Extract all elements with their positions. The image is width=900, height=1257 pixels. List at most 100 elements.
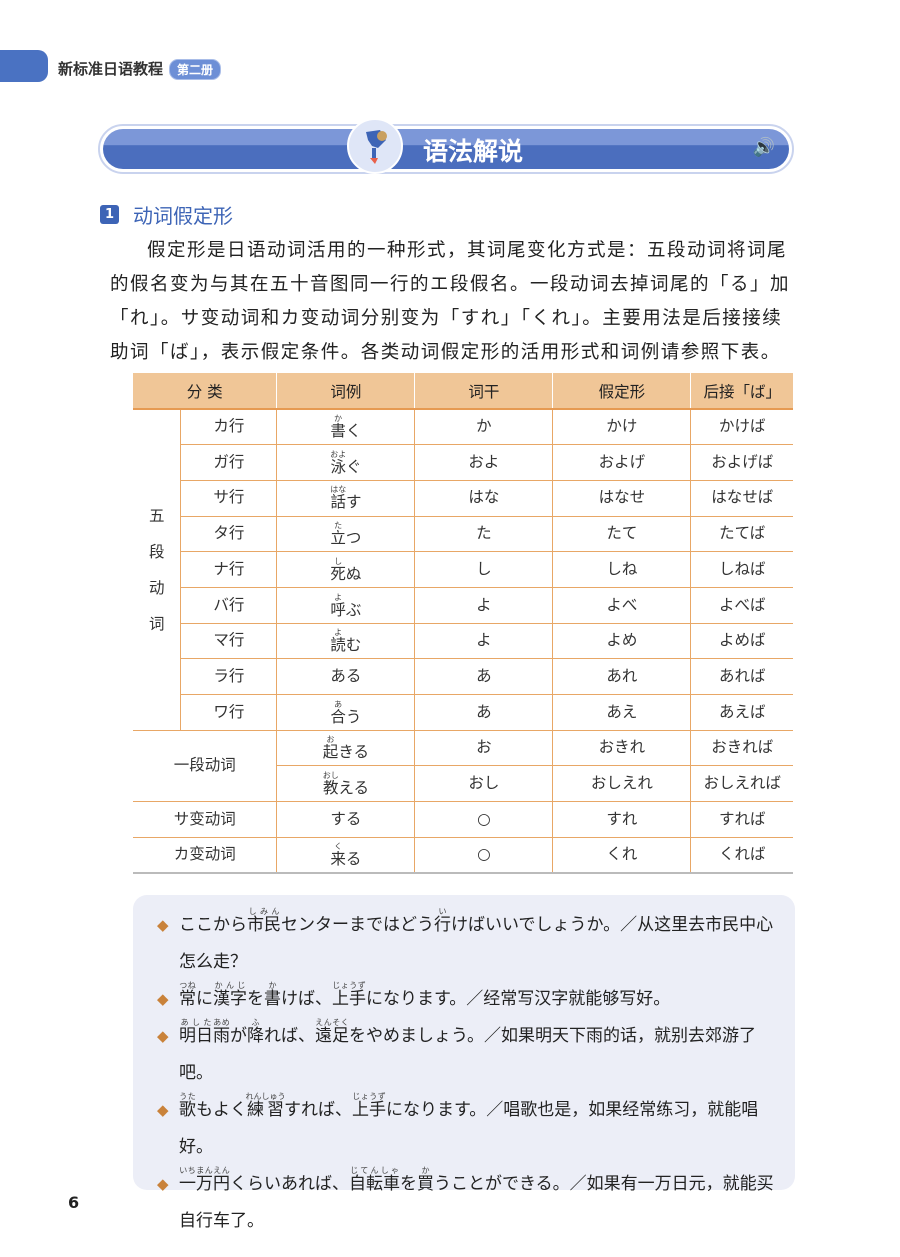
stem-cell: か bbox=[414, 409, 553, 446]
ba-cell: あえば bbox=[690, 694, 793, 731]
category-cell: マ行 bbox=[180, 623, 277, 660]
katei-cell: たて bbox=[552, 516, 691, 553]
example-sentence: ◆ 一万円いちまんえんくらいあれば、自転車じてんしゃを買かうことができる。／如果有… bbox=[157, 1166, 774, 1231]
mascot-icon bbox=[347, 118, 403, 174]
table-row: 五段动词カ行 書かくかかけ かけば bbox=[133, 409, 793, 731]
example-sentence: ◆ 歌うたもよく練習れんしゅうすれば、上手じょうずになります。／唱歌也是，如果经常… bbox=[157, 1092, 759, 1157]
example-sentence: ◆ 明日あした雨あめが降ふれば、遠足えんそくをやめましょう。／如果明天下雨的话，就… bbox=[157, 1018, 756, 1083]
category-cell: サ变动词 bbox=[133, 801, 277, 838]
examples-box: ◆ ここから市民しみんセンターまではどう行いけばいいでしょうか。／从这里去市民中心… bbox=[133, 895, 795, 1231]
example-sentence: ◆ ここから市民しみんセンターまではどう行いけばいいでしょうか。／从这里去市民中心… bbox=[157, 907, 774, 972]
example-word-cell: 話はなす bbox=[276, 480, 415, 517]
ba-cell: あれば bbox=[690, 658, 793, 695]
table-row: ラ行 あるああれ あれば bbox=[133, 658, 793, 695]
example-word-cell: 泳およぐ bbox=[276, 444, 415, 481]
stem-cell: あ bbox=[414, 694, 553, 731]
stem-cell: よ bbox=[414, 587, 553, 624]
header-cell: 假定形 bbox=[552, 373, 691, 410]
katei-cell: はなせ bbox=[552, 480, 691, 517]
table-row: サ变动词 する ○ すれ すれば bbox=[133, 801, 793, 838]
example-word-cell: 立たつ bbox=[276, 516, 415, 553]
example-word-cell: 合あう bbox=[276, 694, 415, 731]
category-cell: カ行 bbox=[180, 409, 277, 446]
katei-cell: すれ bbox=[552, 801, 691, 838]
katei-cell: あれ bbox=[552, 658, 691, 695]
book-header: 新标准日语教程 第二册 bbox=[58, 58, 222, 80]
katei-cell: よべ bbox=[552, 587, 691, 624]
katei-cell: おきれ bbox=[552, 730, 691, 767]
stem-cell: よ bbox=[414, 623, 553, 660]
group-godan: 五段动词 bbox=[133, 409, 181, 731]
ba-cell: おきれば bbox=[690, 730, 793, 767]
table-row: ガ行 泳およぐ およ およげ およげば bbox=[133, 444, 793, 481]
stem-cell: はな bbox=[414, 480, 553, 517]
category-cell: ナ行 bbox=[180, 551, 277, 588]
group-ichidan: 一段动词 bbox=[133, 730, 277, 803]
category-cell: バ行 bbox=[180, 587, 277, 624]
table-row: マ行 読よむよよめ よめば bbox=[133, 623, 793, 660]
section-number: 1 bbox=[100, 205, 119, 224]
ba-cell: よべば bbox=[690, 587, 793, 624]
table-row: タ行 立たつたたて たてば bbox=[133, 516, 793, 553]
example-sentence: ◆ 常つねに漢字かんじを書かけば、上手じょうずになります。／经常写汉字就能够写好。 bbox=[157, 981, 775, 1018]
stem-cell: た bbox=[414, 516, 553, 553]
category-cell: サ行 bbox=[180, 480, 277, 517]
header-cell: 分 类 bbox=[133, 373, 277, 410]
header-cell: 后接「ば」 bbox=[690, 373, 793, 410]
stem-cell: あ bbox=[414, 658, 553, 695]
stem-cell: おし bbox=[414, 765, 553, 803]
table-row: バ行 呼よぶよよべ よべば bbox=[133, 587, 793, 624]
example-word-cell: ある bbox=[276, 658, 415, 695]
example-word-cell: 教おしえる bbox=[276, 765, 415, 803]
intro-paragraph: 假定形是日语动词活用的一种形式，其词尾变化方式是：五段动词将词尾的假名变为与其在… bbox=[110, 240, 791, 363]
stem-cell: ○ bbox=[414, 837, 553, 874]
page-tab bbox=[0, 50, 48, 82]
katei-cell: およげ bbox=[552, 444, 691, 481]
section-title: 动词假定形 bbox=[133, 204, 233, 228]
stem-cell: お bbox=[414, 730, 553, 767]
bullet-icon: ◆ bbox=[157, 1101, 169, 1119]
example-word-cell: 来くる bbox=[276, 837, 415, 874]
page-number: 6 bbox=[68, 1193, 80, 1212]
category-cell: ラ行 bbox=[180, 658, 277, 695]
category-cell: ワ行 bbox=[180, 694, 277, 731]
speaker-icon[interactable]: 🔊 bbox=[752, 137, 775, 158]
header-cell: 词干 bbox=[414, 373, 553, 410]
category-cell: ガ行 bbox=[180, 444, 277, 481]
ba-cell: おしえれば bbox=[690, 765, 793, 803]
banner-title: 语法解说 bbox=[423, 137, 524, 166]
katei-cell: あえ bbox=[552, 694, 691, 731]
ba-cell: たてば bbox=[690, 516, 793, 553]
ba-cell: よめば bbox=[690, 623, 793, 660]
table-row: ナ行 死しぬししね しねば bbox=[133, 551, 793, 588]
table-row: 一段动词 起おきるおおきれ おきれば bbox=[133, 730, 793, 803]
ba-cell: はなせば bbox=[690, 480, 793, 517]
table-row: サ行 話はなす はな はなせ はなせば bbox=[133, 480, 793, 517]
volume-badge: 第二册 bbox=[169, 59, 222, 80]
bullet-icon: ◆ bbox=[157, 1175, 169, 1193]
table-row: カ变动词 来くる ○ くれ くれば bbox=[133, 837, 793, 874]
katei-cell: くれ bbox=[552, 837, 691, 874]
example-word-cell: 読よむ bbox=[276, 623, 415, 660]
ba-cell: かけば bbox=[690, 409, 793, 446]
category-cell: タ行 bbox=[180, 516, 277, 553]
stem-cell: ○ bbox=[414, 801, 553, 838]
katei-cell: かけ bbox=[552, 409, 691, 446]
example-word-cell: 死しぬ bbox=[276, 551, 415, 588]
ba-cell: すれば bbox=[690, 801, 793, 838]
bullet-icon: ◆ bbox=[157, 916, 169, 934]
katei-cell: おしえれ bbox=[552, 765, 691, 803]
table-row: 教おしえる おし おしえれ おしえれば bbox=[133, 765, 793, 803]
example-word-cell: 書かく bbox=[276, 409, 415, 446]
katei-cell: よめ bbox=[552, 623, 691, 660]
section-heading: 1 动词假定形 bbox=[100, 200, 233, 229]
table-header-row: 分 类 词例 词干 假定形 后接「ば」 bbox=[133, 373, 793, 410]
example-word-cell: 起おきる bbox=[276, 730, 415, 767]
bullet-icon: ◆ bbox=[157, 1027, 169, 1045]
example-word-cell: する bbox=[276, 801, 415, 838]
example-word-cell: 呼よぶ bbox=[276, 587, 415, 624]
stem-cell: およ bbox=[414, 444, 553, 481]
book-title: 新标准日语教程 bbox=[58, 60, 164, 78]
ba-cell: しねば bbox=[690, 551, 793, 588]
bullet-icon: ◆ bbox=[157, 990, 169, 1008]
